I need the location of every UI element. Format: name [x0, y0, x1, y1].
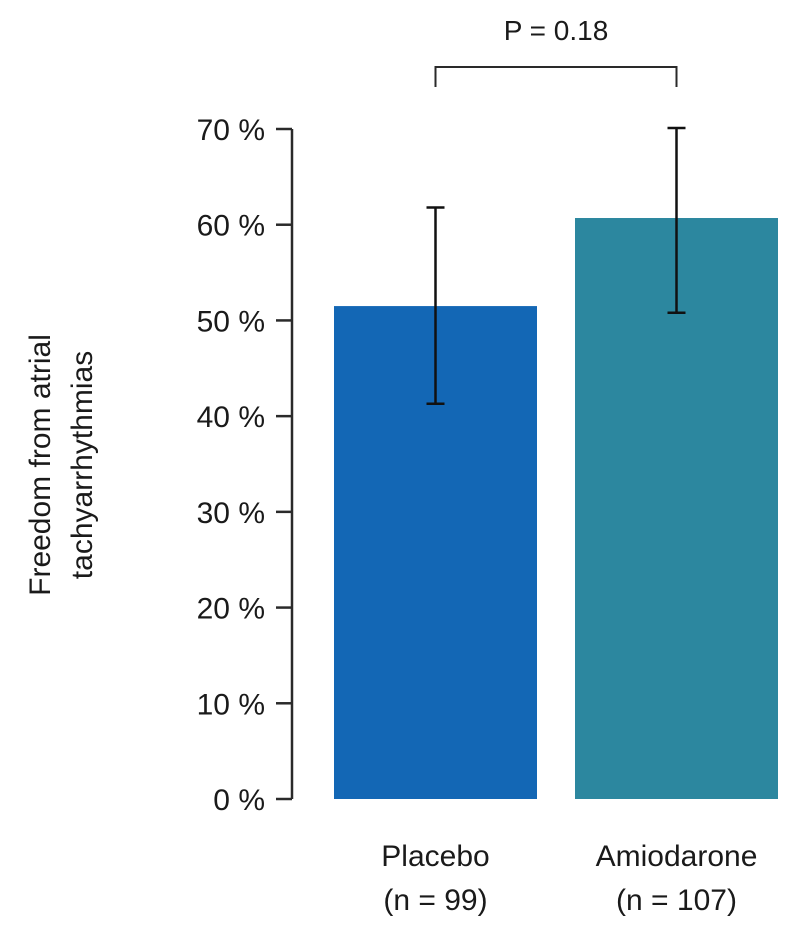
y-tick-label: 0 %	[213, 784, 265, 817]
y-axis-label-line-2: tachyarrhythmias	[66, 351, 99, 579]
p-value-annotation: P = 0.18	[504, 15, 609, 46]
y-axis-label-line-1: Freedom from atrial	[24, 334, 57, 596]
bar-amiodarone	[575, 218, 778, 799]
y-tick-label: 40 %	[197, 401, 265, 434]
category-label: Placebo	[381, 840, 489, 873]
y-tick-label: 70 %	[197, 114, 265, 147]
y-tick-label: 10 %	[197, 688, 265, 721]
y-axis: 0 % 10 % 20 % 30 % 40 % 50 % 60 % 70 %	[197, 114, 294, 817]
category-labels: Placebo (n = 99) Amiodarone (n = 107)	[381, 840, 757, 917]
category-sample-size: (n = 107)	[616, 884, 737, 917]
bars	[334, 218, 778, 799]
category-sample-size: (n = 99)	[383, 884, 487, 917]
category-label: Amiodarone	[596, 840, 758, 873]
y-tick-label: 30 %	[197, 497, 265, 530]
significance-bracket-line	[434, 66, 678, 87]
error-bars	[426, 126, 686, 405]
significance-bracket: P = 0.18	[434, 15, 678, 87]
y-axis-label: Freedom from atrial tachyarrhythmias	[24, 334, 99, 596]
y-tick-label: 20 %	[197, 593, 265, 626]
y-tick-label: 60 %	[197, 210, 265, 243]
y-tick-label: 50 %	[197, 305, 265, 338]
